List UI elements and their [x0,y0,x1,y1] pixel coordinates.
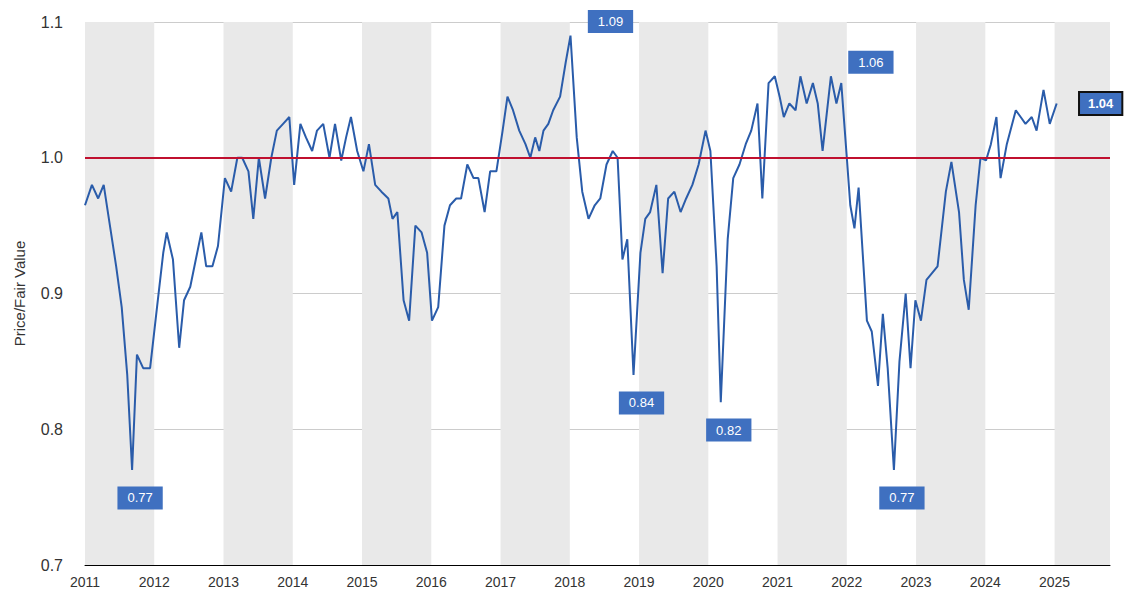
svg-text:0.77: 0.77 [889,490,914,505]
svg-text:0.9: 0.9 [41,285,63,302]
svg-text:1.0: 1.0 [41,149,63,166]
svg-text:2012: 2012 [139,574,170,590]
svg-text:1.04: 1.04 [1088,96,1114,111]
svg-text:0.8: 0.8 [41,421,63,438]
svg-text:2024: 2024 [970,574,1001,590]
svg-text:2019: 2019 [623,574,654,590]
svg-text:2025: 2025 [1039,574,1070,590]
svg-text:0.84: 0.84 [629,395,654,410]
svg-text:1.06: 1.06 [858,55,883,70]
svg-text:2021: 2021 [762,574,793,590]
svg-text:2020: 2020 [693,574,724,590]
svg-text:0.77: 0.77 [127,490,152,505]
svg-text:0.7: 0.7 [41,557,63,574]
svg-text:1.09: 1.09 [598,14,623,29]
svg-text:2018: 2018 [554,574,585,590]
svg-text:2015: 2015 [346,574,377,590]
svg-text:2017: 2017 [485,574,516,590]
svg-text:2016: 2016 [416,574,447,590]
svg-text:2013: 2013 [208,574,239,590]
svg-text:2022: 2022 [831,574,862,590]
svg-text:Price/Fair Value: Price/Fair Value [11,241,28,347]
svg-text:0.82: 0.82 [716,423,741,438]
svg-text:2011: 2011 [70,574,100,590]
svg-text:1.1: 1.1 [41,14,63,31]
svg-text:2014: 2014 [277,574,308,590]
svg-text:2023: 2023 [901,574,932,590]
